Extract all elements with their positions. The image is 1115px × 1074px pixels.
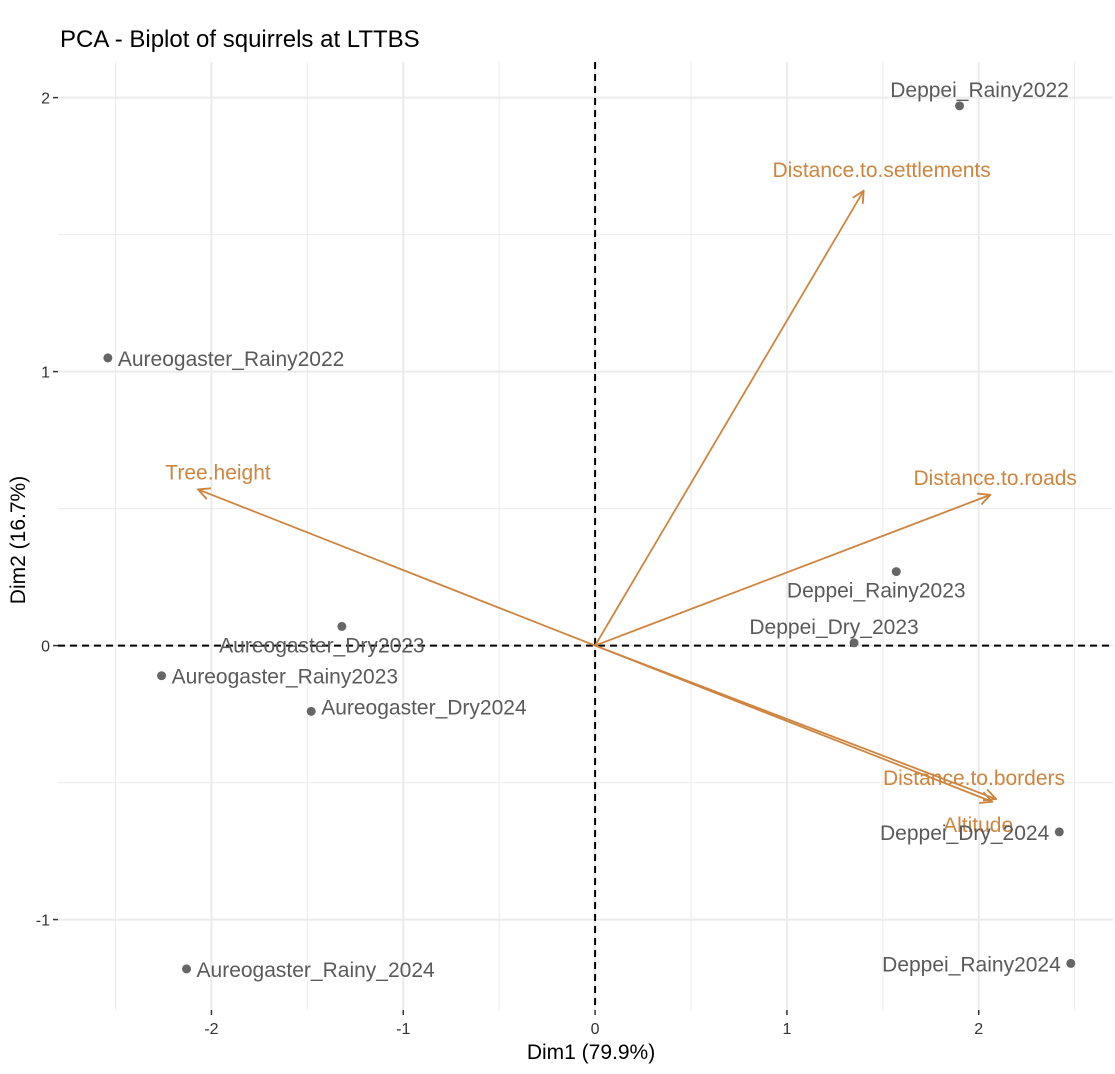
data-point <box>1054 827 1064 837</box>
x-axis-title: Dim1 (79.9%) <box>527 1041 655 1064</box>
data-point-label: Aureogaster_Rainy_2024 <box>197 959 435 982</box>
data-point-label: Deppei_Rainy2023 <box>787 580 966 603</box>
data-point <box>157 671 167 681</box>
data-point-label: Deppei_Dry_2023 <box>749 616 918 639</box>
y-tick-label: 0 <box>41 639 50 656</box>
x-tick-label: 2 <box>974 1021 983 1038</box>
data-point <box>103 353 113 363</box>
y-tick-label: 2 <box>41 91 50 108</box>
data-point <box>306 706 316 716</box>
variable-arrow <box>594 191 864 647</box>
variable-arrows: Distance.to.settlements Tree.height Distan… <box>165 159 1077 837</box>
variable-label: Altitude <box>943 814 1013 837</box>
data-point <box>891 567 901 577</box>
data-point <box>955 101 965 111</box>
individual-points: Deppei_Rainy2022 Aureogaster_Rainy2022 Dep… <box>103 79 1076 982</box>
data-point <box>182 964 192 974</box>
data-point-label: Aureogaster_Dry2024 <box>321 696 527 719</box>
variable-arrow <box>198 489 596 647</box>
x-tick-label: 0 <box>591 1021 600 1038</box>
y-tick-label: -1 <box>36 913 50 930</box>
data-point-label: Deppei_Dry_2024 <box>880 822 1050 845</box>
y-tick-label: 1 <box>41 365 50 382</box>
data-point <box>849 638 859 648</box>
variable-label: Tree.height <box>165 461 271 484</box>
variable-label: Distance.to.settlements <box>773 159 991 182</box>
variable-arrow <box>594 644 992 802</box>
data-point <box>1066 958 1076 968</box>
data-point-label: Aureogaster_Rainy2022 <box>118 348 345 371</box>
reference-lines <box>58 62 1113 1010</box>
data-point-label: Aureogaster_Dry2023 <box>219 634 424 657</box>
data-point-label: Deppei_Rainy2024 <box>882 953 1061 976</box>
data-point-label: Aureogaster_Rainy2023 <box>172 666 399 689</box>
x-tick-label: -1 <box>396 1021 410 1038</box>
x-tick-label: -2 <box>204 1021 218 1038</box>
x-tick-label: 1 <box>782 1021 791 1038</box>
y-axis-title: Dim2 (16.7%) <box>7 476 30 604</box>
data-point-label: Deppei_Rainy2022 <box>890 79 1069 102</box>
grid <box>58 62 1113 1010</box>
variable-arrow <box>594 495 990 647</box>
variable-label: Distance.to.borders <box>883 767 1065 790</box>
variable-label: Distance.to.roads <box>914 467 1077 490</box>
data-point <box>337 621 347 631</box>
axis-ticks: -2 -1 0 1 2 -1 0 1 2 <box>36 91 984 1038</box>
chart-title: PCA - Biplot of squirrels at LTTBS <box>60 26 420 53</box>
